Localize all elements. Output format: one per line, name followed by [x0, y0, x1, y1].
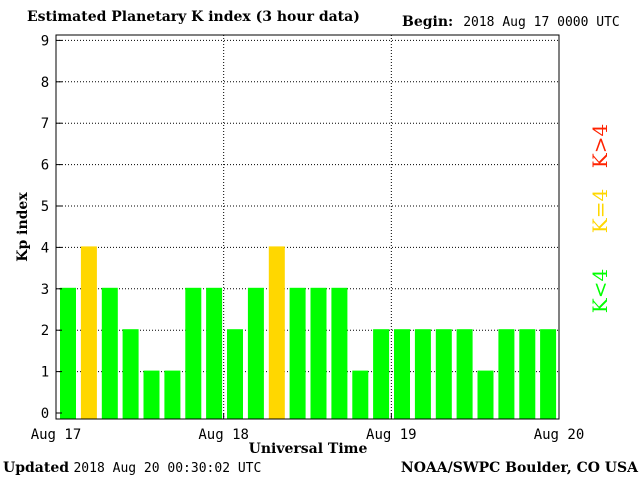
updated-time: Updated 2018 Aug 20 00:30:02 UTC [3, 460, 261, 476]
kp-bar-3 [101, 287, 118, 419]
chart-title: Estimated Planetary K index (3 hour data… [27, 9, 360, 25]
y-axis-label: Kp index [15, 192, 31, 262]
plot-frame [55, 34, 560, 420]
kp-bar-2 [80, 246, 97, 419]
begin-time: Begin: 2018 Aug 17 0000 UTC [402, 14, 620, 30]
kp-bar-15 [352, 370, 369, 419]
x-tick-label-0: Aug 17 [31, 427, 82, 443]
kp-bar-19 [435, 329, 452, 419]
kp-bar-7 [185, 287, 202, 419]
updated-value: 2018 Aug 20 00:30:02 UTC [73, 461, 262, 476]
kp-bar-21 [477, 370, 494, 419]
begin-value: 2018 Aug 17 0000 UTC [463, 15, 620, 30]
kp-bar-1 [60, 287, 76, 419]
legend: K<4 K=4 K>4 [588, 124, 612, 313]
y-tick-label-2: 2 [41, 323, 49, 339]
x-tick-label-1: Aug 18 [198, 427, 249, 443]
kp-bar-9 [227, 329, 243, 419]
y-tick-label-8: 8 [41, 75, 49, 91]
legend-item-2: K=4 [588, 189, 612, 233]
kp-bar-11 [268, 246, 285, 419]
y-tick-label-5: 5 [41, 199, 49, 215]
kp-bar-8 [206, 287, 223, 419]
x-tick-label-2: Aug 19 [366, 427, 417, 443]
y-axis-ticks: 0 1 2 3 4 5 6 7 8 9 [41, 33, 62, 422]
x-axis-ticks: Aug 17 Aug 18 Aug 19 Aug 20 [31, 413, 585, 443]
y-tick-label-6: 6 [41, 158, 49, 174]
legend-item-3: K>4 [588, 124, 612, 168]
kp-bar-23 [519, 329, 536, 419]
kp-bar-16 [373, 329, 390, 419]
kp-bar-20 [456, 329, 473, 419]
updated-label: Updated [3, 460, 70, 476]
kp-bar-12 [289, 287, 306, 419]
grid-lines [56, 35, 559, 419]
x-tick-label-3: Aug 20 [534, 427, 585, 443]
begin-label: Begin: [402, 14, 454, 30]
kp-bar-5 [143, 370, 160, 419]
y-tick-label-9: 9 [41, 33, 49, 49]
kp-bar-10 [247, 287, 264, 419]
kp-bar-6 [164, 370, 181, 419]
y-tick-label-3: 3 [41, 282, 49, 298]
legend-item-1: K<4 [588, 269, 612, 313]
kp-bar-17 [394, 329, 410, 419]
kp-bar-18 [414, 329, 431, 419]
kp-bar-22 [498, 329, 515, 419]
credit: NOAA/SWPC Boulder, CO USA [400, 460, 638, 476]
kp-bar-24 [540, 329, 557, 419]
y-tick-label-7: 7 [41, 116, 49, 132]
kp-bar-4 [122, 329, 139, 419]
y-tick-label-1: 1 [41, 365, 49, 381]
bar-series [60, 246, 557, 419]
y-tick-label-0: 0 [41, 406, 49, 422]
x-axis-label: Universal Time [249, 441, 368, 457]
kp-bar-14 [331, 287, 348, 419]
y-tick-label-4: 4 [41, 240, 49, 256]
kp-bar-13 [310, 287, 327, 419]
